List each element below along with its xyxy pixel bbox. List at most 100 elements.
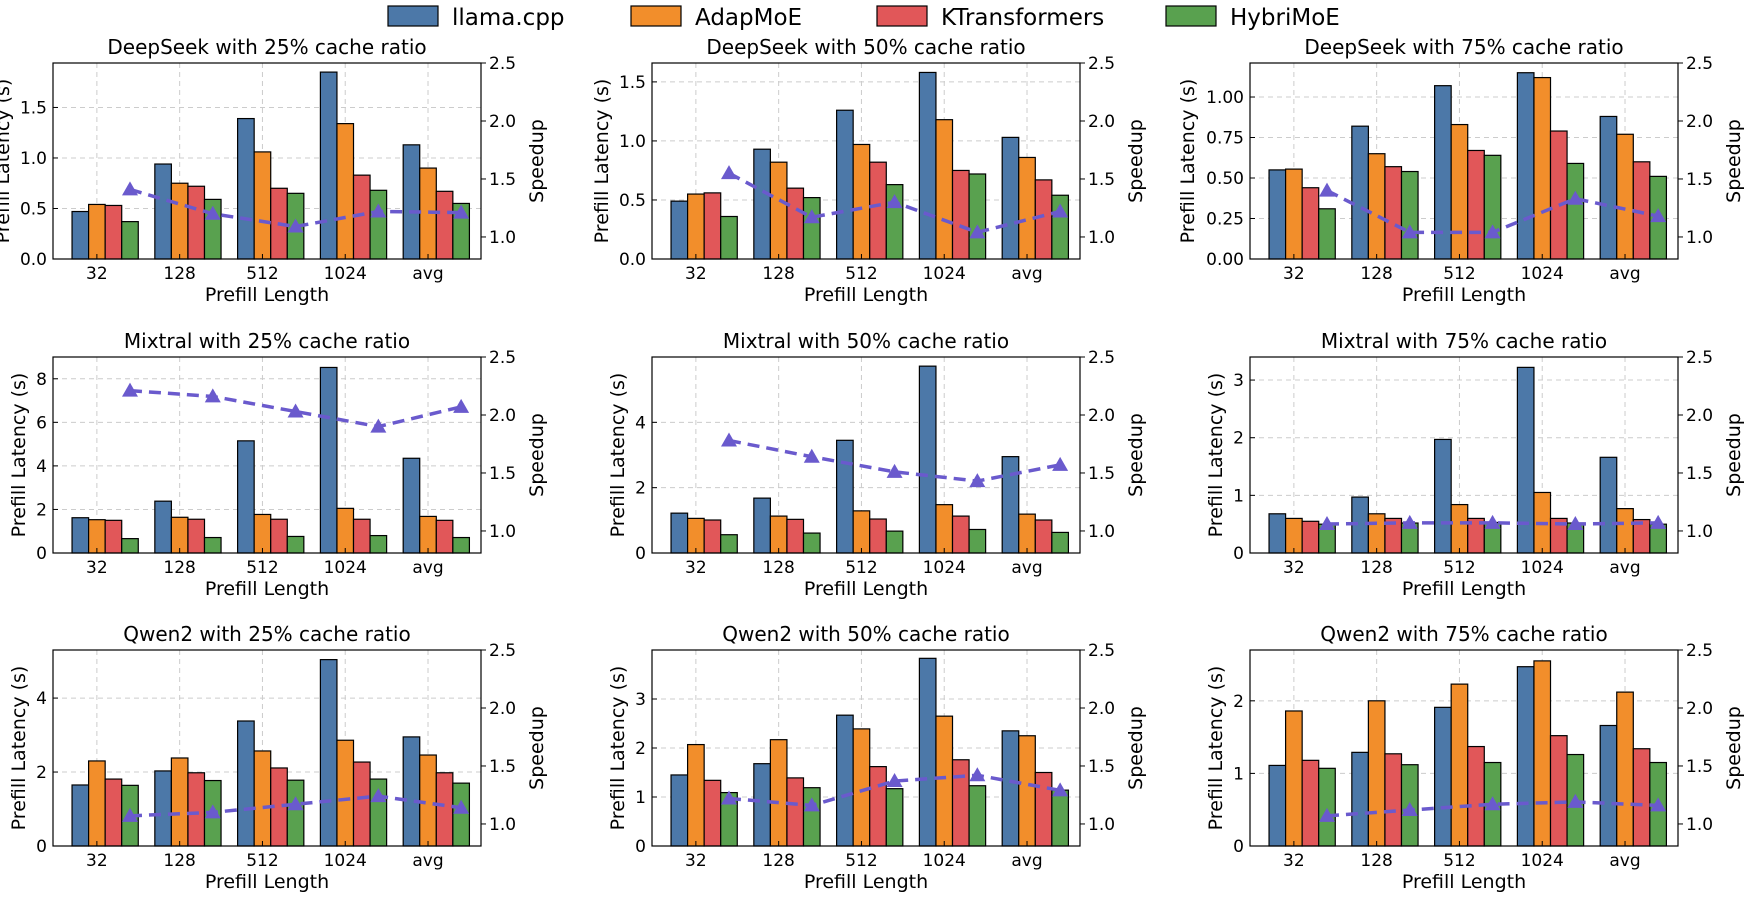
speedup-marker [803,448,820,463]
bar-ktransformers [187,185,206,260]
speedup-line [1326,521,1659,526]
y-tick-label: 1 [1233,486,1244,506]
bar-adapmoe [419,515,437,554]
y-axis-label: Prefill Latency (s) [8,373,30,538]
y-tick-label: 4 [635,413,646,433]
y2-tick-label: 1.0 [1088,522,1115,542]
bar-adapmoe [769,161,788,260]
x-tick-label: 32 [1283,851,1305,871]
x-tick-label: avg [1011,851,1042,871]
subplot-title: Mixtral with 50% cache ratio [723,329,1009,353]
y-tick-label: 1.00 [1206,88,1244,108]
y2-tick-label: 1.5 [489,170,516,190]
bar-llama-cpp [402,144,421,260]
bar-adapmoe [935,504,954,554]
x-tick-label: 128 [1360,558,1392,578]
x-tick-label: 32 [685,558,707,578]
speedup-marker [1484,224,1501,239]
bar-hybrimoe [1400,170,1419,260]
y-tick-label: 0 [1233,544,1244,564]
legend: llama.cpp AdapMoE KTransformers HybriMoE [387,5,1340,31]
bar-adapmoe [1018,156,1036,260]
x-tick-label: 128 [762,558,794,578]
x-tick-label: 512 [246,851,278,871]
y-tick-label: 0.50 [1206,169,1244,189]
subplot-title: DeepSeek with 25% cache ratio [107,35,426,59]
bar-adapmoe [935,119,954,260]
bar-adapmoe [769,515,788,554]
x-tick-label: 512 [845,264,877,284]
speedup-line [129,794,462,818]
y2-tick-label: 1.0 [489,228,516,248]
bar-adapmoe [87,203,106,260]
speedup-marker [287,218,304,233]
bar-llama-cpp [1434,706,1452,847]
y2-tick-label: 2.5 [1686,348,1713,368]
bar-adapmoe [253,513,272,554]
bar-llama-cpp [670,512,689,554]
bar-adapmoe [1284,168,1303,260]
bar-hybrimoe [1318,767,1336,847]
bar-llama-cpp [71,210,90,260]
subplot: 32 128 512 1024 avg 0 1 2 3 1.0 1.5 2.0 2.5 Qwen2 wit… [607,622,1147,893]
x-tick-label: 1024 [324,851,367,871]
subplot: 32 128 512 1024 avg 0.0 0.5 1.0 1.5 1.0 1.5 2.0 2.5 D… [591,35,1147,306]
y-tick-label: 1.0 [619,132,646,152]
axes-frame [1249,649,1679,847]
bar-hybrimoe [121,221,139,260]
subplot: 32 128 512 1024 avg 0.00 0.25 0.50 0.75 1.00 1.0 1.… [1177,35,1745,306]
speedup-marker [803,797,820,812]
bar-llama-cpp [1351,751,1369,847]
speedup-marker [1484,796,1501,811]
bar-ktransformers [1301,187,1320,260]
bar-llama-cpp [154,500,172,554]
speedup-marker [1401,514,1418,529]
bar-llama-cpp [71,517,90,554]
x-axis-label: Prefill Length [1402,578,1526,600]
bar-llama-cpp [1434,438,1452,554]
y2-tick-label: 1.5 [489,464,516,484]
bar-hybrimoe [369,534,388,554]
subplot: 32 128 512 1024 avg 0.0 0.5 1.0 1.5 1.0 1.5 2.0 2.5 D… [0,35,548,306]
bar-llama-cpp [1599,456,1618,554]
bar-hybrimoe [1483,154,1502,260]
bar-ktransformers [1384,753,1403,847]
speedup-marker [969,767,986,782]
bar-llama-cpp [1001,136,1020,260]
axes-frame [1249,62,1679,260]
y-tick-label: 3 [1233,371,1244,391]
speedup-marker [121,382,138,397]
x-axis-label: Prefill Length [1402,284,1526,306]
bar-adapmoe [170,757,189,847]
y2-axis-label: Speedup [526,119,548,203]
bar-adapmoe [253,750,272,847]
bar-adapmoe [1616,508,1634,554]
x-tick-label: 128 [1360,851,1392,871]
y-axis-label: Prefill Latency (s) [1177,79,1199,244]
y-tick-label: 6 [36,413,47,433]
bar-hybrimoe [1318,208,1336,260]
legend-label: llama.cpp [452,5,565,31]
bar-llama-cpp [836,439,854,554]
bar-adapmoe [1367,700,1386,847]
x-axis-label: Prefill Length [205,871,329,893]
y-tick-label: 0 [635,837,646,857]
y2-tick-label: 2.5 [489,641,516,661]
bar-ktransformers [951,169,970,260]
bar-adapmoe [852,143,871,260]
bar-hybrimoe [452,782,471,847]
y-tick-label: 2 [635,739,646,759]
bar-llama-cpp [319,71,338,260]
legend-label: HybriMoE [1230,5,1340,31]
bar-hybrimoe [885,530,904,554]
y2-tick-label: 2.0 [1686,406,1713,426]
x-tick-label: avg [1609,264,1640,284]
bar-ktransformers [352,761,371,847]
speedup-marker [287,403,304,418]
x-tick-label: avg [1609,851,1640,871]
y2-axis-label: Speedup [1125,413,1147,497]
bar-adapmoe [1616,133,1634,260]
x-tick-label: 1024 [923,851,966,871]
y-tick-label: 0.5 [619,191,646,211]
y2-tick-label: 1.5 [1686,757,1713,777]
